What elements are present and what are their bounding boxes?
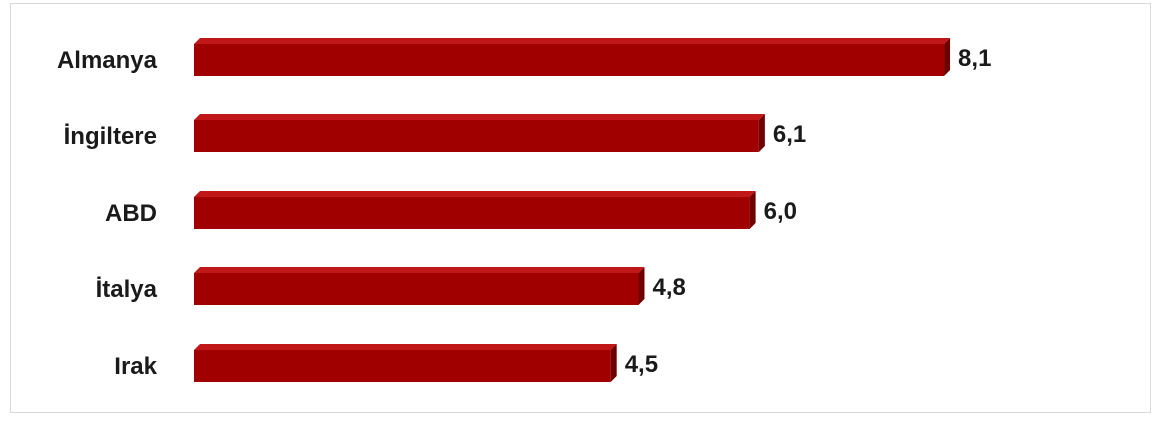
bar-top-face [194, 267, 645, 273]
bar-group: İtalya 4,8 [96, 267, 686, 305]
bar [194, 44, 945, 76]
bar [194, 197, 750, 229]
bar-group: Almanya 8,1 [57, 38, 991, 76]
bar-top-face [194, 38, 951, 44]
category-label: Almanya [57, 47, 158, 74]
bar-side-face [758, 114, 765, 152]
category-label: Irak [114, 353, 157, 380]
bar-side-face [610, 344, 617, 382]
data-label: 4,8 [652, 274, 685, 301]
bar-side-face [638, 267, 645, 305]
data-label: 6,0 [764, 198, 797, 225]
bar [194, 350, 611, 382]
category-label: İngiltere [64, 123, 157, 150]
category-label: ABD [105, 200, 157, 227]
bar [194, 273, 639, 305]
data-label: 6,1 [773, 121, 806, 148]
data-label: 4,5 [625, 351, 658, 378]
bar-side-face [944, 38, 951, 76]
data-label: 8,1 [958, 45, 991, 72]
bar-side-face [749, 191, 756, 229]
bar-top-face [194, 114, 765, 120]
bar-group: ABD 6,0 [105, 191, 797, 229]
bar-top-face [194, 191, 756, 197]
bar [194, 120, 759, 152]
bar-group: İngiltere 6,1 [64, 114, 806, 152]
bar-group: Irak 4,5 [114, 344, 658, 382]
bar-top-face [194, 344, 617, 350]
category-label: İtalya [96, 276, 158, 303]
